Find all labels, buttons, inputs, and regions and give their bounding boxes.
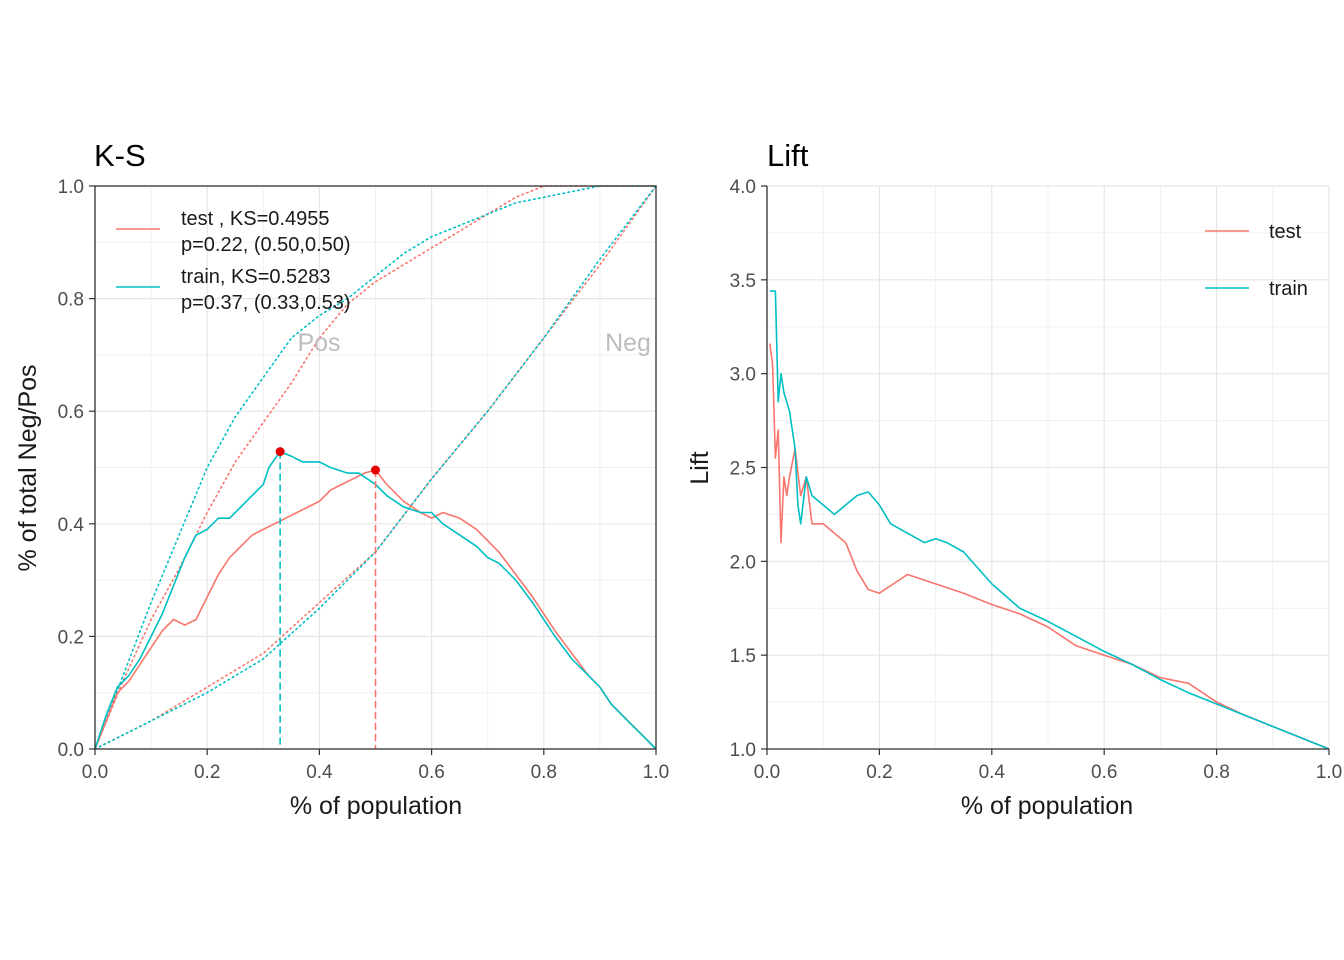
ks-annotations: Pos Neg [297, 329, 650, 357]
ks-y-axis-title: % of total Neg/Pos [14, 364, 42, 571]
y-tick-label: 0.4 [58, 515, 85, 536]
ks-line-test [94, 469, 657, 750]
y-tick-label: 1.5 [730, 646, 756, 667]
ks-axis-ticks: 0.0 0.2 0.4 0.6 0.8 1.0 0.0 0.2 0.4 0.6 0.8 1.0 [58, 177, 670, 783]
y-tick-label: 4.0 [730, 177, 756, 198]
ks-plot-title: K-S [94, 138, 146, 173]
x-tick-label: 0.4 [979, 762, 1006, 783]
lift-lines [769, 290, 1330, 750]
ks-panel: K-S Pos Neg 0.0 0.2 0.4 0.6 0.8 1.00.00.20.40… [14, 138, 669, 820]
x-tick-label: 1.0 [643, 762, 669, 783]
ks-max-point-train [275, 447, 285, 457]
lift-legend: test train [1205, 221, 1308, 300]
neg-annotation: Neg [605, 329, 651, 357]
legend-train-label: train, KS=0.5283 [181, 266, 331, 288]
ks-max-markers [275, 447, 380, 749]
y-tick-label: 1.0 [58, 177, 84, 198]
legend-train-label: train [1269, 278, 1308, 300]
ks-max-point-test [371, 465, 380, 475]
x-tick-label: 0.0 [82, 762, 108, 783]
x-tick-label: 0.8 [1203, 762, 1229, 783]
x-tick-label: 1.0 [1316, 762, 1342, 783]
lift-axis-ticks: 0.0 0.2 0.4 0.6 0.8 1.0 1.0 1.5 2.0 2.5 3.0 3.5 4.0 [730, 177, 1343, 783]
y-tick-label: 1.0 [730, 740, 756, 761]
y-tick-label: 0.2 [58, 627, 84, 648]
lift-gridlines [766, 185, 1330, 750]
ks-legend: test , KS=0.4955 p=0.22, (0.50,0.50) tra… [116, 208, 351, 314]
y-tick-label: 2.5 [730, 459, 756, 480]
pos-annotation: Pos [297, 329, 340, 357]
y-tick-label: 0.6 [58, 402, 84, 423]
lift-plot-title: Lift [767, 138, 809, 173]
legend-train-stats: p=0.37, (0.33,0.53) [181, 292, 351, 314]
cumulative-pos-line-train [94, 185, 657, 750]
ks-gridlines [94, 185, 657, 750]
ks-line-train [94, 450, 657, 750]
ks-panel-border [94, 185, 657, 750]
legend-test-label: test , KS=0.4955 [181, 208, 329, 230]
lift-line-train [769, 290, 1330, 750]
lift-y-axis-title: Lift [686, 451, 714, 484]
lift-panel: Lift 0.0 0.2 0.4 0.6 0.8 1.0 1.0 1.5 2.0 2.5 3.0 3.… [686, 138, 1342, 820]
x-tick-label: 0.6 [1091, 762, 1117, 783]
y-tick-label: 2.0 [730, 552, 756, 573]
ks-statistic-lines [94, 450, 657, 750]
x-tick-label: 0.0 [754, 762, 780, 783]
x-tick-label: 0.4 [306, 762, 333, 783]
x-tick-label: 0.2 [194, 762, 220, 783]
y-tick-label: 3.0 [730, 365, 756, 386]
y-tick-label: 0.0 [58, 740, 84, 761]
lift-line-test [769, 343, 1330, 750]
y-tick-label: 3.5 [730, 271, 756, 292]
lift-x-axis-title: % of population [961, 792, 1133, 820]
legend-test-label: test [1269, 221, 1302, 243]
legend-test-stats: p=0.22, (0.50,0.50) [181, 234, 351, 256]
ks-x-axis-title: % of population [290, 792, 462, 820]
x-tick-label: 0.6 [418, 762, 444, 783]
x-tick-label: 0.2 [866, 762, 892, 783]
x-tick-label: 0.8 [531, 762, 557, 783]
y-tick-label: 0.8 [58, 290, 84, 311]
